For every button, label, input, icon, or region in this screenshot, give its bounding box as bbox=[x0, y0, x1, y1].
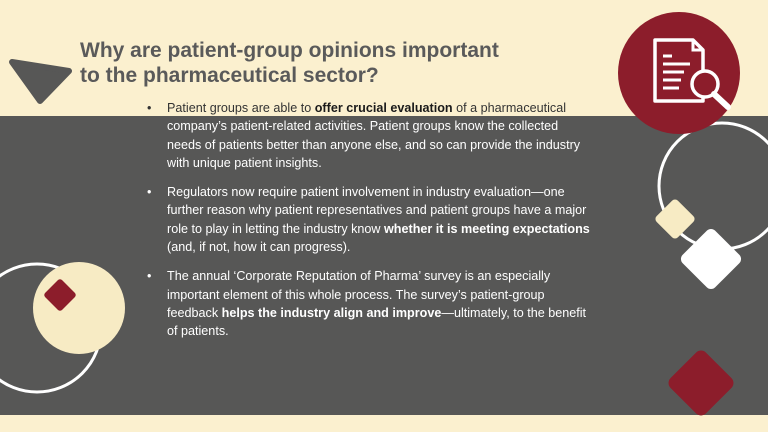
bullet-item-1: • Patient groups are able to offer cruci… bbox=[145, 99, 645, 172]
bold-phrase: helps the industry align and improve bbox=[221, 305, 442, 320]
bold-phrase: offer crucial evaluation bbox=[314, 101, 453, 115]
cream-diamond-right bbox=[655, 199, 695, 239]
bullet-line: company’s patient-related activities. Pa… bbox=[167, 119, 559, 134]
bullet-line: important element of this whole process.… bbox=[167, 287, 545, 302]
bullet-dot: • bbox=[147, 269, 152, 284]
title-line-1: Why are patient-group opinions important bbox=[80, 39, 499, 62]
maroon-diamond-small bbox=[44, 279, 76, 311]
bullet-line: (and, if not, how it can progress). bbox=[167, 240, 351, 255]
bullet-list: • Patient groups are able to offer cruci… bbox=[145, 99, 645, 352]
bullet-item-3: • The annual ‘Corporate Reputation of Ph… bbox=[145, 267, 645, 340]
title-line-2: to the pharmaceutical sector? bbox=[80, 64, 379, 87]
bullet-line: Regulators now require patient involveme… bbox=[167, 185, 565, 200]
bullet-line: feedback helps the industry align and im… bbox=[167, 305, 587, 320]
white-diamond-right bbox=[680, 228, 742, 290]
bullet-line: role to play in letting the industry kno… bbox=[167, 221, 590, 236]
document-magnifier-icon bbox=[618, 12, 740, 134]
bullet-line: with unique patient insights. bbox=[167, 155, 322, 170]
bold-phrase: whether it is meeting expectations bbox=[384, 221, 590, 236]
cream-circle-left bbox=[33, 262, 125, 354]
bullet-item-2: • Regulators now require patient involve… bbox=[145, 183, 645, 256]
triangle-pointer-icon bbox=[9, 59, 72, 104]
maroon-diamond-large bbox=[668, 350, 734, 416]
bullet-dot: • bbox=[147, 185, 152, 200]
bullet-line: The annual ‘Corporate Reputation of Phar… bbox=[167, 269, 551, 284]
bullet-dot: • bbox=[147, 101, 152, 115]
bullet-line: needs of patients better than anyone els… bbox=[167, 137, 581, 152]
bullet-line: further reason why patient representativ… bbox=[167, 203, 587, 218]
dark-panel bbox=[0, 116, 768, 415]
bullet-line: Patient groups are able to offer crucial… bbox=[167, 101, 567, 115]
bullet-line: of patients. bbox=[167, 324, 229, 339]
page-title: Why are patient-group opinions important… bbox=[80, 38, 600, 88]
